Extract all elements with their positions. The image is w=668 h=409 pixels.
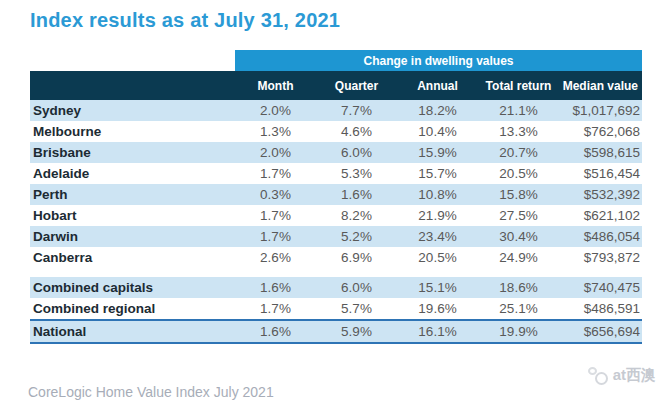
table-row: Adelaide1.7%5.3%15.7%20.5%$516,454: [30, 163, 642, 184]
cell-value: 1.7%: [235, 208, 316, 223]
cell-value: 16.1%: [397, 324, 478, 339]
cell-value: 21.9%: [397, 208, 478, 223]
watermark-logo-icon: [588, 367, 608, 385]
row-label: Brisbane: [30, 145, 235, 160]
cell-value: 7.7%: [316, 103, 397, 118]
cell-median-value: $793,872: [559, 250, 642, 265]
cell-median-value: $762,068: [559, 124, 642, 139]
cell-value: 19.9%: [478, 324, 559, 339]
watermark: at西澳: [588, 366, 656, 385]
row-label: Adelaide: [30, 166, 235, 181]
cell-value: 1.6%: [316, 187, 397, 202]
table-body: Sydney2.0%7.7%18.2%21.1%$1,017,692Melbou…: [30, 100, 642, 344]
cell-value: 20.5%: [397, 250, 478, 265]
cell-value: 6.9%: [316, 250, 397, 265]
cell-median-value: $621,102: [559, 208, 642, 223]
table-row: Combined regional1.7%5.7%19.6%25.1%$486,…: [30, 298, 642, 319]
row-label: Melbourne: [30, 124, 235, 139]
cell-value: 18.6%: [478, 280, 559, 295]
cell-value: 15.7%: [397, 166, 478, 181]
cell-value: 5.9%: [316, 324, 397, 339]
cell-value: 5.7%: [316, 301, 397, 316]
cell-value: 1.6%: [235, 280, 316, 295]
cell-median-value: $656,694: [559, 324, 642, 339]
table-row: Brisbane2.0%6.0%15.9%20.7%$598,615: [30, 142, 642, 163]
cell-value: 1.7%: [235, 166, 316, 181]
cell-value: 2.0%: [235, 103, 316, 118]
cell-value: 0.3%: [235, 187, 316, 202]
row-label: Sydney: [30, 103, 235, 118]
row-label: Canberra: [30, 250, 235, 265]
cell-value: 5.2%: [316, 229, 397, 244]
table-row: National1.6%5.9%16.1%19.9%$656,694: [30, 319, 642, 344]
cell-value: 10.4%: [397, 124, 478, 139]
column-header-month: Month: [235, 79, 316, 93]
cell-value: 6.0%: [316, 145, 397, 160]
cell-median-value: $486,054: [559, 229, 642, 244]
cell-value: 8.2%: [316, 208, 397, 223]
watermark-label: at西澳: [613, 366, 656, 385]
table-group-gap: [30, 268, 642, 277]
cell-value: 1.6%: [235, 324, 316, 339]
cell-value: 1.7%: [235, 229, 316, 244]
cell-value: 5.3%: [316, 166, 397, 181]
row-label: Perth: [30, 187, 235, 202]
cell-median-value: $486,591: [559, 301, 642, 316]
cell-value: 27.5%: [478, 208, 559, 223]
table-header-row: Month Quarter Annual Total return Median…: [30, 71, 642, 100]
table-row: Melbourne1.3%4.6%10.4%13.3%$762,068: [30, 121, 642, 142]
cell-value: 2.0%: [235, 145, 316, 160]
cell-value: 15.1%: [397, 280, 478, 295]
column-header-annual: Annual: [397, 79, 478, 93]
table-row: Darwin1.7%5.2%23.4%30.4%$486,054: [30, 226, 642, 247]
cell-median-value: $1,017,692: [559, 103, 642, 118]
cell-value: 30.4%: [478, 229, 559, 244]
cell-value: 2.6%: [235, 250, 316, 265]
table-row: Perth0.3%1.6%10.8%15.8%$532,392: [30, 184, 642, 205]
cell-value: 19.6%: [397, 301, 478, 316]
cell-median-value: $598,615: [559, 145, 642, 160]
cell-value: 21.1%: [478, 103, 559, 118]
cell-value: 18.2%: [397, 103, 478, 118]
table-row: Combined capitals1.6%6.0%15.1%18.6%$740,…: [30, 277, 642, 298]
cell-value: 4.6%: [316, 124, 397, 139]
table-row: Canberra2.6%6.9%20.5%24.9%$793,872: [30, 247, 642, 268]
source-caption: CoreLogic Home Value Index July 2021: [28, 384, 274, 400]
row-label: National: [30, 324, 235, 339]
cell-value: 15.8%: [478, 187, 559, 202]
column-header-quarter: Quarter: [316, 79, 397, 93]
cell-median-value: $740,475: [559, 280, 642, 295]
cell-value: 24.9%: [478, 250, 559, 265]
row-label: Darwin: [30, 229, 235, 244]
cell-value: 15.9%: [397, 145, 478, 160]
cell-value: 25.1%: [478, 301, 559, 316]
row-label: Combined regional: [30, 301, 235, 316]
cell-value: 1.7%: [235, 301, 316, 316]
table-row: Sydney2.0%7.7%18.2%21.1%$1,017,692: [30, 100, 642, 121]
cell-value: 10.8%: [397, 187, 478, 202]
cell-median-value: $532,392: [559, 187, 642, 202]
cell-value: 20.5%: [478, 166, 559, 181]
column-header-median-value: Median value: [559, 79, 642, 93]
table-row: Hobart1.7%8.2%21.9%27.5%$621,102: [30, 205, 642, 226]
cell-value: 20.7%: [478, 145, 559, 160]
table-band-header: Change in dwelling values: [235, 50, 642, 71]
dwelling-values-table: Change in dwelling values Month Quarter …: [30, 50, 642, 344]
row-label: Combined capitals: [30, 280, 235, 295]
cell-value: 6.0%: [316, 280, 397, 295]
column-header-total-return: Total return: [478, 79, 559, 93]
page-title: Index results as at July 31, 2021: [30, 9, 340, 32]
cell-value: 1.3%: [235, 124, 316, 139]
cell-median-value: $516,454: [559, 166, 642, 181]
row-label: Hobart: [30, 208, 235, 223]
cell-value: 13.3%: [478, 124, 559, 139]
cell-value: 23.4%: [397, 229, 478, 244]
